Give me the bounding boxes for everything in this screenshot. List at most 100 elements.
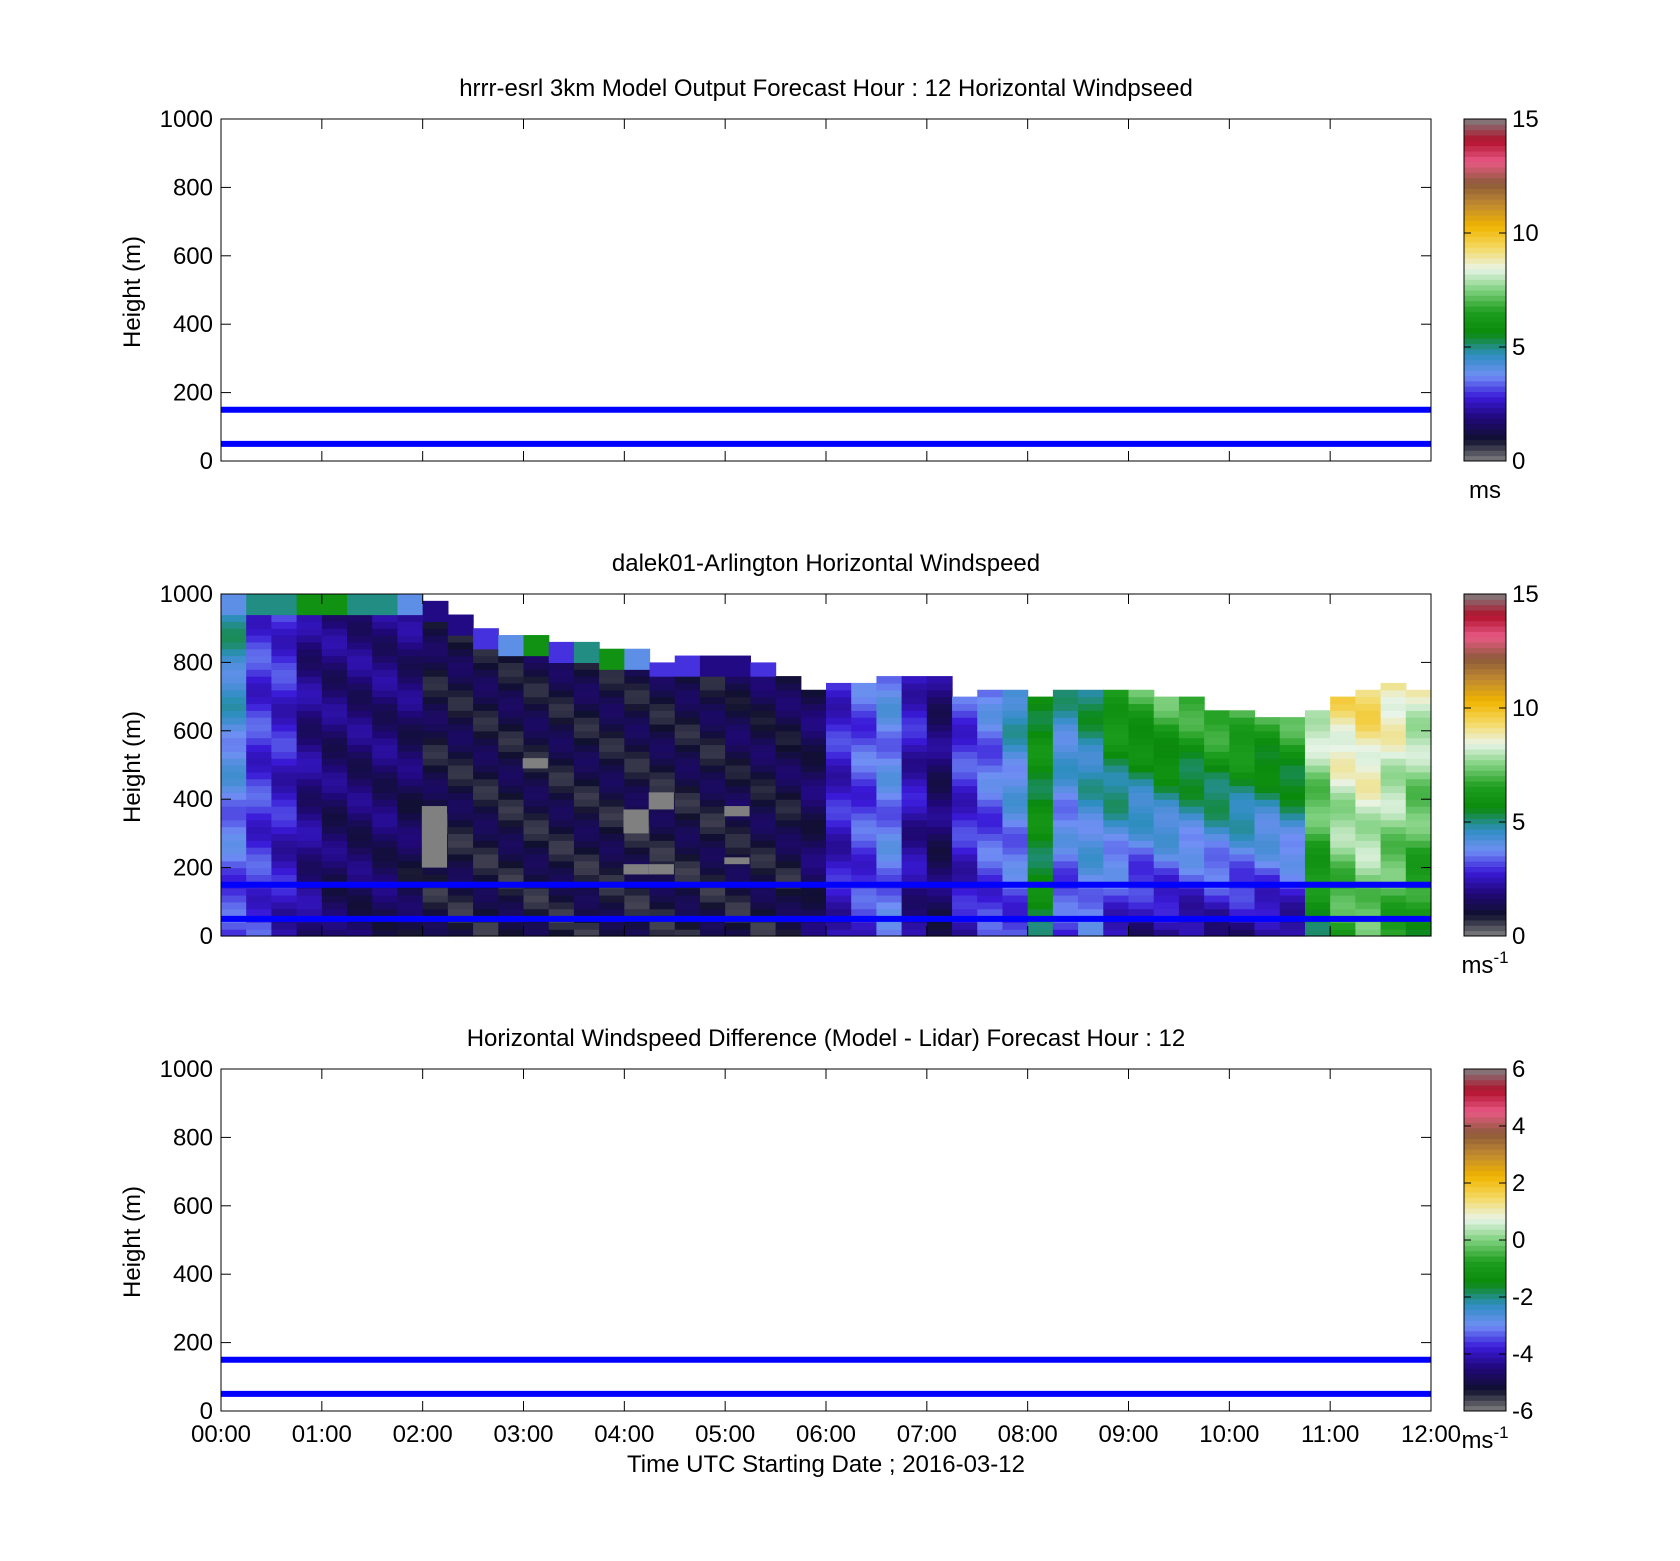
heat-cell (321, 765, 348, 773)
heat-cell (699, 867, 726, 876)
heat-cell (1027, 792, 1054, 800)
y-tick-label: 800 (173, 649, 213, 676)
heat-cell (321, 840, 348, 848)
heat-cell (573, 751, 600, 759)
heat-cell (1204, 819, 1230, 828)
heat-cell (271, 669, 298, 677)
heat-cell (296, 778, 323, 787)
heat-cell (674, 929, 701, 937)
heat-cell (851, 778, 878, 787)
heat-cell (952, 792, 978, 800)
heat-cell (271, 648, 298, 657)
heat-cell (725, 778, 751, 787)
heat-cell (372, 594, 399, 602)
heat-cell (1178, 840, 1205, 848)
heat-cell (1153, 696, 1180, 705)
heat-cell (1128, 751, 1155, 759)
heat-cell (1002, 778, 1029, 787)
colorbar-segment (1464, 225, 1506, 232)
colorbar-segment (1464, 428, 1506, 435)
heat-cell (321, 682, 348, 691)
heat-cell (1380, 929, 1407, 937)
heat-cell (296, 669, 323, 677)
heat-cell (473, 751, 499, 759)
heat-cell (1027, 723, 1054, 732)
heat-cell (246, 758, 273, 766)
heat-cell (876, 717, 903, 725)
colorbar-segment (1464, 151, 1506, 157)
heat-cell (473, 730, 499, 739)
heat-cell (246, 614, 273, 622)
heat-cell (800, 894, 827, 903)
heat-cell (523, 874, 550, 882)
colorbar-segment (1464, 386, 1506, 393)
heat-cell (246, 765, 273, 773)
heat-cell (498, 730, 525, 739)
heat-cell (246, 792, 273, 800)
heat-cell (397, 785, 424, 793)
heat-cell (271, 676, 298, 684)
colorbar-segment (1464, 380, 1506, 387)
heat-cell (599, 758, 625, 766)
heat-cell (246, 662, 273, 670)
heat-cell (523, 737, 550, 746)
heat-cell (775, 723, 802, 732)
heat-cell (851, 682, 878, 691)
heat-cell (1279, 737, 1306, 746)
heat-cell (473, 833, 499, 841)
heat-cell (851, 737, 878, 746)
heat-cell (498, 662, 525, 670)
heat-cell (1304, 901, 1331, 910)
heat-cell (826, 853, 852, 862)
heat-cell (800, 840, 827, 848)
heat-cell (447, 908, 474, 917)
heat-cell (221, 901, 247, 910)
heat-cell (221, 853, 247, 862)
heat-cell (498, 710, 525, 718)
heat-cell (750, 771, 777, 780)
heat-cell (321, 771, 348, 780)
heat-cell (1027, 785, 1054, 793)
heat-cell (624, 792, 651, 800)
heat-cell (246, 901, 273, 910)
heat-cell (826, 744, 852, 752)
heat-cell (523, 867, 550, 876)
heat-cell (498, 723, 525, 732)
heat-cell (397, 874, 424, 882)
heat-cell (296, 710, 323, 718)
heat-cell (599, 894, 625, 903)
colorbar-segment (1464, 1207, 1506, 1214)
heat-cell (750, 840, 777, 848)
heat-cell (498, 929, 525, 937)
heat-cell (296, 833, 323, 841)
heat-cell (397, 635, 424, 643)
heat-cell (876, 874, 903, 882)
heat-cell (1405, 717, 1432, 725)
heat-cell (926, 730, 953, 739)
heat-cell (826, 874, 852, 882)
heat-cell (473, 771, 499, 780)
heat-cell (548, 696, 575, 705)
heat-cell (1229, 867, 1256, 876)
heat-cell (649, 922, 676, 930)
heat-cell (699, 922, 726, 930)
heat-cell (473, 867, 499, 876)
heat-cell (699, 812, 726, 821)
heat-cell (347, 874, 373, 882)
heat-cell (347, 888, 373, 896)
heat-cell (1103, 696, 1130, 705)
heat-cell (246, 689, 273, 698)
heat-cell (1078, 765, 1104, 773)
heat-cell (826, 894, 852, 903)
heat-cell (725, 922, 751, 930)
heat-cell (1204, 737, 1230, 746)
heat-cell (750, 751, 777, 759)
heat-cell (321, 826, 348, 834)
heat-cell (246, 648, 273, 657)
heat-cell (573, 723, 600, 732)
heat-cell (573, 901, 600, 910)
x-axis-label: Time UTC Starting Date ; 2016-03-12 (627, 1451, 1025, 1478)
colorbar-segment (1464, 1159, 1506, 1166)
heat-cell (321, 723, 348, 732)
heat-cell (624, 922, 651, 930)
